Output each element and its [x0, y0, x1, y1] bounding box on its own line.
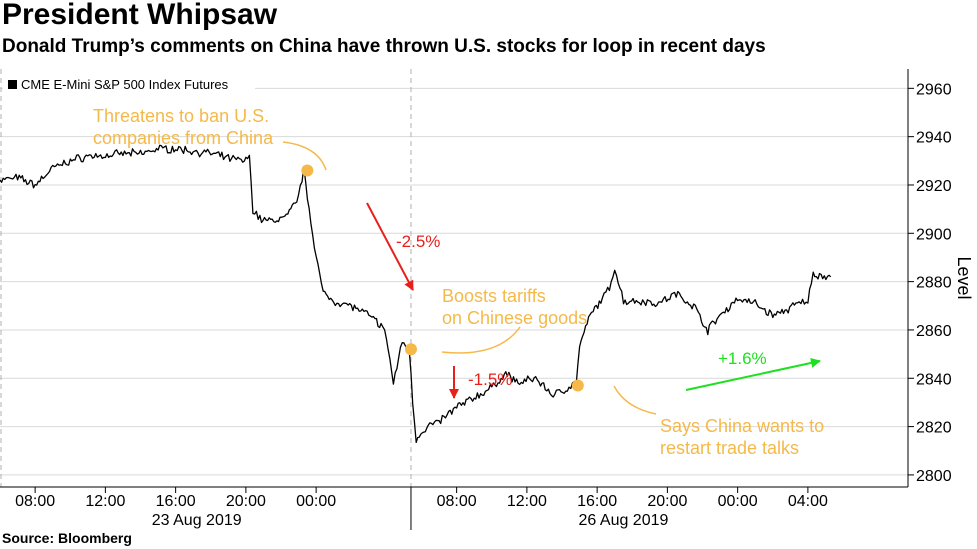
chart-subtitle: Donald Trump’s comments on China have th… [2, 36, 766, 57]
x-tick-label: 00:00 [296, 493, 336, 510]
x-tick-label: 12:00 [507, 493, 547, 510]
x-tick-label: 20:00 [647, 493, 687, 510]
annotations-layer: Threatens to ban U.S.companies from Chin… [93, 106, 824, 458]
y-tick-label: 2800 [916, 468, 952, 485]
y-tick-label: 2820 [916, 420, 952, 437]
annotation-tariffs-text: on Chinese goods [442, 308, 587, 328]
y-tick-label: 2860 [916, 323, 952, 340]
annotation-ban-text: companies from China [93, 128, 274, 148]
x-day-label: 26 Aug 2019 [579, 512, 669, 529]
legend-box [3, 72, 255, 98]
annotation-tariffs-leader [441, 326, 521, 354]
annotation-ban-dot [301, 164, 314, 177]
annotation-talks-text: Says China wants to [660, 416, 824, 436]
x-day-label: 23 Aug 2019 [152, 512, 242, 529]
legend: CME E-Mini S&P 500 Index Futures [3, 72, 255, 98]
annotation-up: +1.6% [718, 349, 767, 368]
y-tick-label: 2880 [916, 275, 952, 292]
legend-label: CME E-Mini S&P 500 Index Futures [21, 77, 229, 92]
annotation-ban-leader [282, 141, 327, 171]
x-tick-label: 00:00 [718, 493, 758, 510]
annotation-down-2: -1.5% [468, 370, 512, 389]
annotation-talks-text: restart trade talks [660, 438, 799, 458]
chart-title: President Whipsaw [2, 0, 278, 31]
x-tick-label: 20:00 [226, 493, 266, 510]
arrow-up [685, 358, 821, 391]
source-note: Source: Bloomberg [2, 530, 132, 546]
y-tick-label: 2840 [916, 371, 952, 388]
x-tick-label: 16:00 [156, 493, 196, 510]
x-tick-label: 04:00 [788, 493, 828, 510]
x-tick-label: 08:00 [15, 493, 55, 510]
x-tick-label: 08:00 [437, 493, 477, 510]
x-tick-label: 16:00 [577, 493, 617, 510]
legend-swatch [8, 80, 17, 89]
axes: 2800 2820 2840 2860 2880 2900 2920 2940 2960 Leve… [0, 69, 974, 530]
arrow-down-1 [366, 202, 414, 291]
series-layer [0, 144, 832, 444]
annotation-down-1: -2.5% [396, 232, 440, 251]
annotation-ban-text: Threatens to ban U.S. [93, 106, 269, 126]
annotation-tariffs-dot [404, 343, 417, 356]
annotation-tariffs-text: Boosts tariffs [442, 286, 546, 306]
x-tick-label: 12:00 [85, 493, 125, 510]
y-tick-label: 2920 [916, 178, 952, 195]
annotation-talks-leader [613, 385, 657, 415]
y-axis-label: Level [954, 256, 974, 299]
series-line [0, 144, 832, 444]
y-tick-label: 2960 [916, 81, 952, 98]
y-tick-label: 2940 [916, 130, 952, 147]
annotation-talks-dot [571, 379, 584, 392]
y-tick-label: 2900 [916, 226, 952, 243]
